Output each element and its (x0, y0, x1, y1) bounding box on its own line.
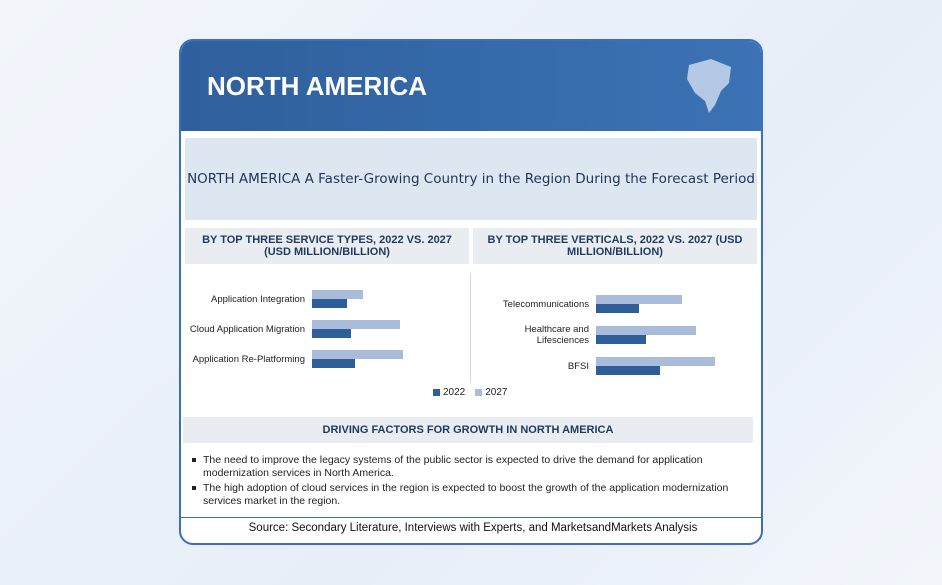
bar (596, 335, 646, 344)
category-label: Cloud Application Migration (189, 323, 305, 335)
bar (312, 359, 355, 368)
header-band: NORTH AMERICA (181, 41, 761, 131)
subtitle: NORTH AMERICA A Faster-Growing Country i… (185, 138, 757, 220)
factors-list: The need to improve the legacy systems o… (181, 454, 761, 510)
bar-row: BFSI (473, 353, 715, 379)
legend-swatch (475, 389, 483, 396)
chart-title: BY TOP THREE VERTICALS, 2022 VS. 2027 (U… (473, 228, 757, 264)
bar (312, 290, 363, 299)
legend: 2022 2027 (433, 387, 508, 398)
divider (470, 273, 471, 383)
chart-title: BY TOP THREE SERVICE TYPES, 2022 VS. 202… (185, 228, 469, 264)
bar-row: Application Re-Platforming (185, 346, 403, 372)
bars (596, 326, 696, 344)
bar-row: Application Integration (185, 286, 363, 312)
card: NORTH AMERICA NORTH AMERICA A Faster-Gro… (179, 39, 763, 545)
map-icon (687, 59, 731, 113)
factors-title: DRIVING FACTORS FOR GROWTH IN NORTH AMER… (183, 417, 753, 443)
bar (596, 304, 639, 313)
legend-item: 2022 (433, 387, 465, 398)
bar (312, 299, 347, 308)
bar (312, 350, 403, 359)
bar-row: Cloud Application Migration (185, 316, 400, 342)
factor-item: The need to improve the legacy systems o… (192, 454, 761, 479)
category-label: Telecommunications (502, 298, 589, 310)
header-title: NORTH AMERICA (207, 71, 428, 101)
bar (312, 329, 351, 338)
category-label: Application Re-Platforming (192, 353, 305, 365)
category-label: Application Integration (210, 293, 305, 305)
legend-swatch (433, 389, 440, 396)
bars (312, 290, 363, 308)
bar-row: Healthcare and Lifesciences (473, 322, 696, 348)
bar (596, 357, 715, 366)
legend-label: 2027 (485, 387, 508, 398)
source: Source: Secondary Literature, Interviews… (181, 517, 761, 534)
bar (596, 295, 682, 304)
legend-item: 2027 (475, 387, 508, 398)
bars (596, 357, 715, 375)
legend-label: 2022 (443, 387, 466, 398)
bar (596, 326, 696, 335)
bars (312, 320, 400, 338)
category-label: BFSI (567, 360, 589, 372)
factor-item: The high adoption of cloud services in t… (192, 482, 761, 507)
category-label: Healthcare and Lifesciences (524, 324, 589, 346)
bar-row: Telecommunications (473, 291, 682, 317)
bars (312, 350, 403, 368)
bar (312, 320, 400, 329)
bars (596, 295, 682, 313)
bar (596, 366, 660, 375)
